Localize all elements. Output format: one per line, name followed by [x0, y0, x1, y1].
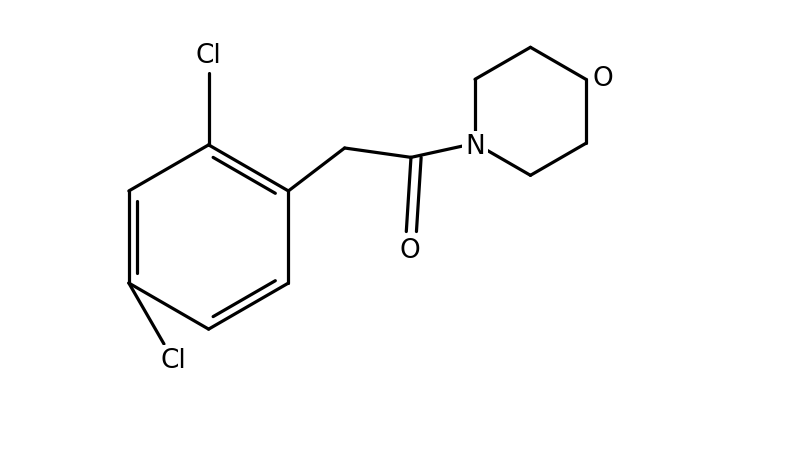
- Text: N: N: [465, 134, 485, 160]
- Text: Cl: Cl: [196, 43, 222, 69]
- Text: O: O: [592, 66, 614, 92]
- Text: O: O: [400, 238, 421, 264]
- Text: Cl: Cl: [161, 348, 186, 374]
